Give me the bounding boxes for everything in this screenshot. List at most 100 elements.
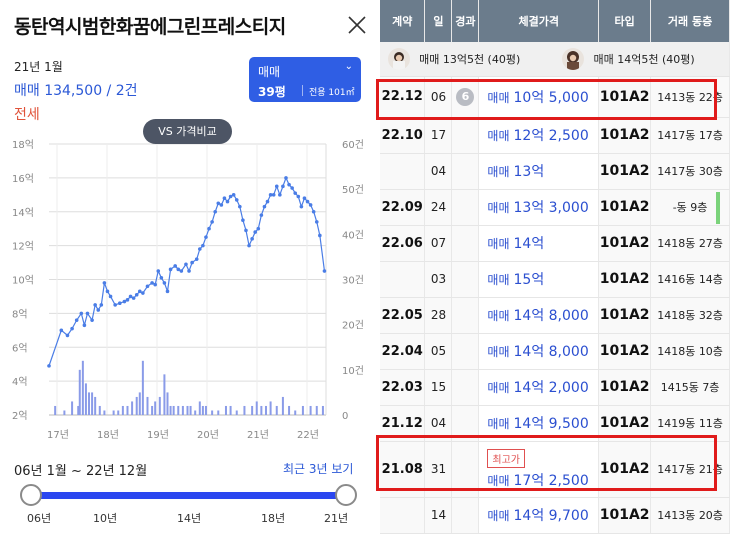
price-point (198, 247, 202, 251)
contract-month (380, 261, 426, 298)
price-point (290, 186, 294, 190)
recent-3-years-link[interactable]: 최근 3년 보기 (283, 462, 354, 476)
volume-bar (121, 405, 124, 415)
y-left-tick: 4억 (12, 376, 28, 388)
volume-bar (201, 405, 204, 415)
price-point (168, 267, 173, 272)
table-row[interactable]: 22.09 24 매매 13억 3,000 101A2 -동 9층 (380, 189, 730, 226)
volume-bar (126, 405, 129, 415)
price-point (108, 294, 113, 299)
table-row[interactable]: 03 매매 15억 101A2 1416동 14층 (380, 261, 730, 298)
type-kind: 매매 (258, 65, 281, 79)
volume-bar (315, 405, 318, 415)
price-point (238, 204, 242, 209)
avatar (388, 47, 410, 70)
price-chart[interactable]: 18억 16억 14억 12억 10억 8억 6억 4억 2억 60건 50건 40건 30건 20건 10… (0, 130, 378, 445)
seller-listing[interactable]: 매매 13억5천 (40평) (388, 47, 525, 70)
price-point (296, 194, 301, 199)
table-row[interactable]: 22.06 07 매매 14억 101A2 1418동 27층 (380, 225, 730, 262)
price-point (271, 193, 276, 197)
type-selector-button[interactable]: 매매 ⌄ 39평 전용 101㎡ (249, 57, 361, 102)
range-slider-end-handle[interactable] (335, 484, 357, 506)
close-icon[interactable] (346, 14, 368, 36)
price-point (219, 203, 224, 207)
unit-type: 101A2 (598, 497, 652, 534)
volume-bar (88, 392, 91, 415)
volume-bar (204, 405, 207, 415)
price-point (165, 289, 170, 294)
volume-bar (154, 401, 157, 415)
price-point (59, 328, 64, 333)
page-title: 동탄역시범한화꿈에그린프레스티지 (14, 16, 286, 38)
table-row[interactable]: 14 매매 14억 9,700 101A2 1413동 20층 (380, 497, 730, 534)
price-point (113, 303, 117, 307)
table-row[interactable]: 22.05 28 매매 14억 8,000 101A2 1418동 32층 (380, 297, 730, 334)
jeonse-label[interactable]: 전세 (14, 107, 40, 123)
column-header-deal-floor[interactable]: 거래 동층 (650, 0, 730, 42)
y-right-tick: 0 (342, 411, 348, 422)
contract-day: 24 (424, 189, 453, 226)
trade-price: 매매 10억 5,000 (478, 76, 600, 118)
elapsed-cell (451, 261, 480, 298)
column-header-elapsed[interactable]: 경과 (451, 0, 480, 42)
deal-floor: 1418동 27층 (650, 225, 730, 262)
range-slider-start-handle[interactable] (20, 484, 42, 506)
price-point (278, 193, 282, 197)
column-header-day[interactable]: 일 (424, 0, 453, 42)
price-point (194, 257, 199, 261)
y-left-tick: 18억 (12, 139, 34, 151)
column-header-price[interactable]: 체결가격 (478, 0, 600, 42)
trade-price: 매매 15억 (478, 261, 600, 298)
price-point (74, 318, 79, 322)
unit-type: 101A2 (598, 369, 652, 406)
range-text: 06년 1월 ~ 22년 12월 (14, 464, 148, 479)
table-row[interactable]: 22.03 15 매매 14억 2,000 101A2 1415동 7층 (380, 369, 730, 406)
column-header-contract[interactable]: 계약 (380, 0, 426, 42)
trade-kind: 매매 (487, 381, 510, 395)
volume-bar (63, 410, 66, 415)
price-point (137, 289, 142, 294)
price-point (216, 201, 221, 206)
price-point (293, 191, 298, 195)
price-point (96, 308, 101, 312)
y-right-tick: 30건 (342, 275, 364, 287)
price-point (241, 218, 245, 223)
price-value: 13억 (513, 164, 545, 180)
volume-bar (172, 405, 175, 415)
price-value: 17억 2,500 (513, 472, 589, 489)
slider-label: 18년 (261, 512, 286, 525)
table-row[interactable]: 04 매매 13억 101A2 1417동 30층 (380, 153, 730, 190)
deal-floor: 1418동 10층 (650, 333, 730, 370)
vs-compare-button[interactable]: VS 가격비교 (143, 119, 232, 144)
table-row[interactable]: 22.10 17 매매 12억 2,500 101A2 1417동 17층 (380, 117, 730, 154)
volume-bar (84, 383, 87, 415)
y-left-tick: 8억 (12, 308, 28, 320)
table-header: 계약 일 경과 체결가격 타입 거래 동층 (380, 0, 730, 42)
price-point (302, 196, 307, 200)
price-point (231, 193, 236, 197)
price-point (305, 199, 310, 204)
price-value: 14억 (513, 236, 545, 252)
table-row[interactable]: 22.04 05 매매 14억 8,000 101A2 1418동 10층 (380, 333, 730, 370)
volume-bar (94, 396, 97, 415)
price-point (173, 264, 177, 268)
price-point (222, 196, 227, 200)
range-slider-track[interactable] (30, 492, 346, 499)
highlight-latest-trade (376, 79, 717, 120)
chevron-down-icon: ⌄ (344, 61, 353, 72)
status-marker (716, 192, 720, 224)
volume-bar (112, 410, 115, 415)
deal-floor: 1417동 17층 (650, 117, 730, 154)
seller-listing[interactable]: 매매 14억5천 (40평) (562, 47, 695, 70)
price-point (268, 193, 273, 197)
deal-floor: 1418동 32층 (650, 297, 730, 334)
x-tick: 21년 (247, 429, 269, 441)
transactions-panel: 계약 일 경과 체결가격 타입 거래 동층 매매 13억5천 (40평) (376, 0, 730, 534)
column-header-type[interactable]: 타입 (598, 0, 652, 42)
slider-label: 06년 (27, 512, 52, 525)
price-point (228, 194, 233, 199)
trade-price: 매매 12억 2,500 (478, 117, 600, 154)
y-right-tick: 40건 (342, 229, 364, 241)
trade-kind: 매매 (487, 237, 510, 251)
contract-day: 06 (424, 76, 453, 118)
